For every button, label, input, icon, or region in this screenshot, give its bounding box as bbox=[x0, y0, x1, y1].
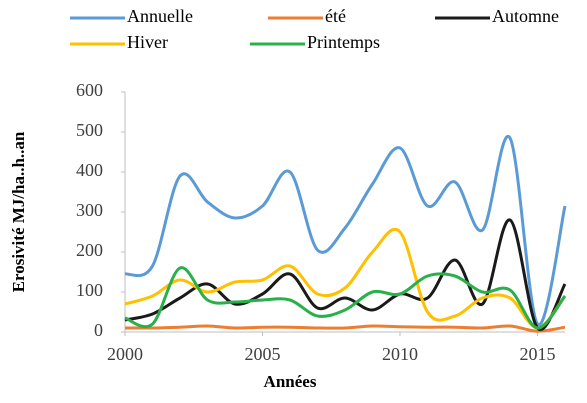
legend-label: Hiver bbox=[127, 32, 168, 52]
y-axis-label: Erosivité MJ/ha..h..an bbox=[9, 131, 28, 292]
x-tick-label: 2005 bbox=[245, 344, 281, 364]
y-tick-label: 400 bbox=[76, 160, 103, 180]
y-tick-label: 300 bbox=[76, 200, 103, 220]
y-tick-label: 500 bbox=[76, 120, 103, 140]
y-tick-label: 200 bbox=[76, 240, 103, 260]
legend-label: Annuelle bbox=[127, 6, 193, 26]
legend-label: Automne bbox=[492, 6, 559, 26]
y-tick-label: 100 bbox=[76, 280, 103, 300]
legend-label: été bbox=[325, 6, 346, 26]
y-tick-label: 0 bbox=[94, 320, 103, 340]
x-axis-label: Années bbox=[264, 372, 317, 391]
series-line bbox=[124, 134, 567, 327]
x-tick-label: 2000 bbox=[107, 344, 143, 364]
series-line bbox=[124, 266, 567, 330]
y-tick-label: 600 bbox=[76, 80, 103, 100]
series-line bbox=[124, 324, 566, 333]
x-tick-label: 2015 bbox=[520, 344, 556, 364]
legend-label: Printemps bbox=[307, 32, 380, 52]
x-tick-label: 2010 bbox=[382, 344, 418, 364]
